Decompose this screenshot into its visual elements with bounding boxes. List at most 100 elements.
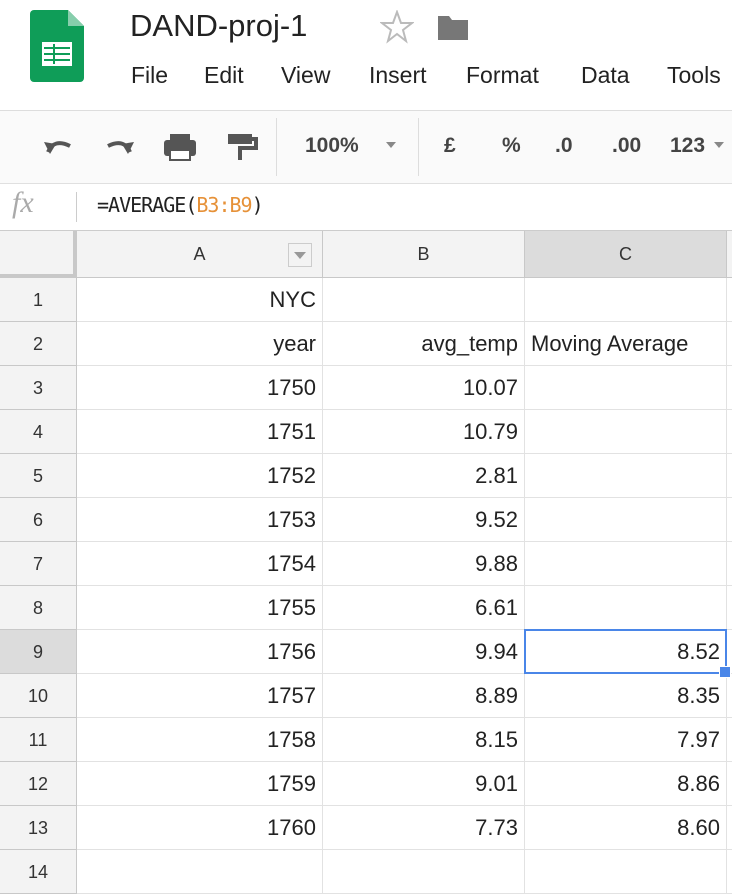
toolbar xyxy=(0,111,732,184)
cell[interactable]: 1759 xyxy=(77,762,323,806)
cell[interactable] xyxy=(727,410,732,454)
menu-item[interactable]: Format xyxy=(466,62,539,88)
column-header[interactable] xyxy=(727,231,732,278)
toolbar-button[interactable]: 123 xyxy=(670,134,706,157)
cell[interactable] xyxy=(323,850,525,894)
row-header[interactable]: 10 xyxy=(0,674,77,718)
cell[interactable] xyxy=(525,850,727,894)
cell[interactable] xyxy=(727,542,732,586)
row-header[interactable]: 12 xyxy=(0,762,77,806)
cell[interactable]: 8.35 xyxy=(525,674,727,718)
row-header[interactable]: 2 xyxy=(0,322,77,366)
sheets-logo[interactable] xyxy=(30,10,86,82)
column-header[interactable]: C xyxy=(525,231,727,278)
cell[interactable]: 1756 xyxy=(77,630,323,674)
cell[interactable]: 8.89 xyxy=(323,674,525,718)
cell[interactable]: 6.61 xyxy=(323,586,525,630)
cell[interactable] xyxy=(525,542,727,586)
cell[interactable]: 8.15 xyxy=(323,718,525,762)
cell[interactable]: 8.86 xyxy=(525,762,727,806)
toolbar-button[interactable]: % xyxy=(502,134,521,157)
row-header[interactable]: 5 xyxy=(0,454,77,498)
cell[interactable] xyxy=(727,806,732,850)
menu-item[interactable]: View xyxy=(281,62,331,88)
cell[interactable]: 2.81 xyxy=(323,454,525,498)
cell[interactable] xyxy=(525,586,727,630)
cell[interactable] xyxy=(727,322,732,366)
cell[interactable]: 1755 xyxy=(77,586,323,630)
toolbar-button[interactable]: .00 xyxy=(612,134,642,157)
row-header[interactable]: 9 xyxy=(0,630,77,674)
cell[interactable] xyxy=(323,278,525,322)
cell[interactable] xyxy=(525,410,727,454)
cell[interactable]: Moving Average xyxy=(525,322,727,366)
cell[interactable]: 9.52 xyxy=(323,498,525,542)
zoom-select[interactable]: 100% xyxy=(305,134,359,157)
doc-title[interactable]: DAND-proj-1 xyxy=(130,8,308,43)
toolbar-button[interactable]: £ xyxy=(444,134,456,157)
cell[interactable]: 10.79 xyxy=(323,410,525,454)
dropdown-arrow xyxy=(386,142,396,148)
cell[interactable] xyxy=(727,674,732,718)
row-header[interactable]: 8 xyxy=(0,586,77,630)
row-header[interactable]: 6 xyxy=(0,498,77,542)
cell[interactable] xyxy=(727,366,732,410)
cell[interactable] xyxy=(727,850,732,894)
menu-item[interactable]: Data xyxy=(581,62,630,88)
formula-separator xyxy=(76,192,77,222)
cell[interactable] xyxy=(727,762,732,806)
corner-header[interactable] xyxy=(0,231,77,278)
cell[interactable]: 9.88 xyxy=(323,542,525,586)
formula-text[interactable]: =AVERAGE(B3:B9) xyxy=(97,193,264,217)
cell[interactable]: avg_temp xyxy=(323,322,525,366)
cell[interactable] xyxy=(727,454,732,498)
menu-item[interactable]: File xyxy=(131,62,169,88)
toolbar-icons[interactable] xyxy=(40,130,260,164)
cell[interactable] xyxy=(727,278,732,322)
cell[interactable]: 1757 xyxy=(77,674,323,718)
formula-part: =AVERAGE( xyxy=(97,193,197,217)
cell[interactable]: 7.73 xyxy=(323,806,525,850)
cell[interactable]: 1753 xyxy=(77,498,323,542)
row-header[interactable]: 13 xyxy=(0,806,77,850)
cell[interactable] xyxy=(525,454,727,498)
cell[interactable]: 1754 xyxy=(77,542,323,586)
column-header[interactable]: B xyxy=(323,231,525,278)
cell[interactable]: 1750 xyxy=(77,366,323,410)
row-header[interactable]: 14 xyxy=(0,850,77,894)
row-header[interactable]: 4 xyxy=(0,410,77,454)
toolbar-button[interactable]: .0 xyxy=(555,134,573,157)
folder-icon[interactable] xyxy=(436,12,470,42)
menu-item[interactable]: Edit xyxy=(204,62,244,88)
cell[interactable] xyxy=(77,850,323,894)
row-header[interactable]: 3 xyxy=(0,366,77,410)
cell[interactable]: 1751 xyxy=(77,410,323,454)
cell[interactable]: 8.60 xyxy=(525,806,727,850)
cell[interactable]: 1760 xyxy=(77,806,323,850)
cell[interactable]: 1758 xyxy=(77,718,323,762)
menu-item[interactable]: Tools xyxy=(667,62,721,88)
cell[interactable]: year xyxy=(77,322,323,366)
cell[interactable]: 7.97 xyxy=(525,718,727,762)
cell[interactable]: 9.01 xyxy=(323,762,525,806)
row-header[interactable]: 7 xyxy=(0,542,77,586)
row-header[interactable]: 1 xyxy=(0,278,77,322)
cell[interactable] xyxy=(525,498,727,542)
cell[interactable] xyxy=(525,278,727,322)
selection-handle[interactable] xyxy=(719,666,731,678)
cell[interactable] xyxy=(727,586,732,630)
cell[interactable]: 10.07 xyxy=(323,366,525,410)
cell[interactable]: 9.94 xyxy=(323,630,525,674)
cell[interactable] xyxy=(727,498,732,542)
menu-item[interactable]: Insert xyxy=(369,62,427,88)
divider xyxy=(0,110,732,111)
cell[interactable] xyxy=(525,366,727,410)
star-icon[interactable] xyxy=(380,10,414,44)
row-header[interactable]: 11 xyxy=(0,718,77,762)
cell[interactable] xyxy=(727,718,732,762)
cell[interactable]: NYC xyxy=(77,278,323,322)
column-header[interactable]: A xyxy=(77,231,323,278)
filter-dropdown[interactable] xyxy=(288,243,312,267)
cell[interactable]: 1752 xyxy=(77,454,323,498)
